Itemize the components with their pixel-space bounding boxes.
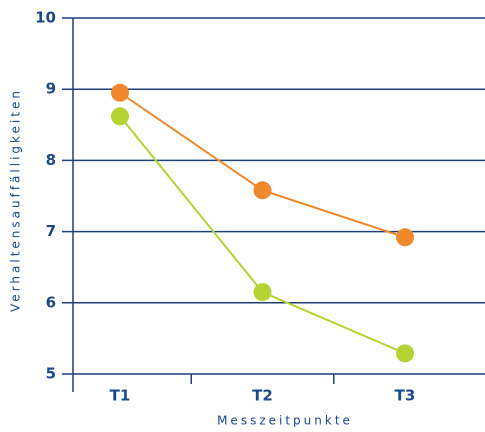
y-tick-label: 6 <box>46 293 56 311</box>
data-point <box>253 283 272 302</box>
data-point <box>253 181 272 200</box>
series-line <box>119 91 406 239</box>
y-axis-label: Verhaltensauffälligkeiten <box>9 88 23 312</box>
x-tick-label: T3 <box>395 387 416 405</box>
data-point <box>111 107 129 126</box>
data-point <box>111 83 129 102</box>
y-tick-label: 5 <box>46 365 56 383</box>
y-tick-label: 10 <box>35 9 56 27</box>
y-tick-label: 9 <box>46 80 56 98</box>
series-line <box>119 115 406 355</box>
x-tick-label: T2 <box>252 387 273 405</box>
data-point <box>396 228 414 247</box>
data-point <box>396 344 414 363</box>
y-tick-label: 8 <box>46 151 56 169</box>
x-tick-label: T1 <box>110 387 131 405</box>
y-tick-label: 7 <box>46 222 56 240</box>
x-axis-label: Messzeitpunkte <box>217 414 353 428</box>
